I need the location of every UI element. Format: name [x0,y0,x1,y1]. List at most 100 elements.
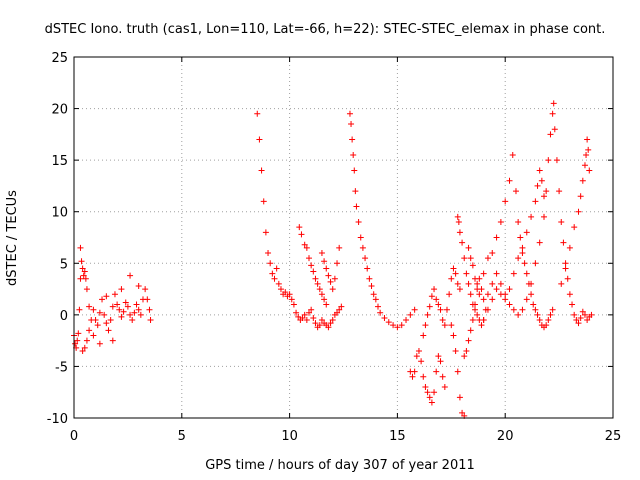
data-point [452,347,459,354]
data-point [325,272,332,279]
data-point [398,322,405,329]
data-point [472,306,479,313]
data-point [407,311,414,318]
data-point [385,319,392,326]
data-point [422,384,429,391]
data-point [420,332,427,339]
data-point [312,275,319,282]
data-point [521,260,528,267]
data-point [585,146,592,153]
data-point [456,394,463,401]
data-point [254,110,261,117]
data-point [510,270,517,277]
data-point [334,260,341,267]
data-point [74,337,81,344]
data-point [566,244,573,251]
data-point [316,322,323,329]
data-point [588,311,595,318]
data-point [277,286,284,293]
data-point [465,244,472,251]
data-point [541,213,548,220]
y-tick-label: 5 [60,257,68,272]
data-point [76,306,83,313]
data-point [528,291,535,298]
plot-frame [73,56,614,419]
data-point [381,314,388,321]
data-point [135,306,142,313]
data-point [428,293,435,300]
data-point [454,280,461,287]
data-point [586,167,593,174]
data-point [573,317,580,324]
y-tick-label: -5 [55,360,68,375]
data-point [431,286,438,293]
data-point [111,291,118,298]
data-point [541,193,548,200]
data-point [454,368,461,375]
data-point [547,311,554,318]
data-point [562,260,569,267]
x-tick-label: 20 [497,429,514,444]
data-point [298,231,305,238]
data-point [267,260,274,267]
data-point [443,306,450,313]
data-point [323,265,330,272]
data-point [435,301,442,308]
data-point [549,110,556,117]
data-point [296,224,303,231]
data-point [83,337,90,344]
data-point [562,265,569,272]
data-point [523,296,530,303]
data-point [331,275,338,282]
data-point [424,389,431,396]
data-point [323,301,330,308]
data-point [109,303,116,310]
data-point [509,151,516,158]
data-point [439,373,446,380]
data-point [144,296,151,303]
x-tick-label: 0 [70,429,78,444]
data-point [403,317,410,324]
data-point [517,234,524,241]
data-point [372,296,379,303]
data-points [71,100,595,419]
data-point [512,188,519,195]
data-point [523,270,530,277]
data-point [450,265,457,272]
data-point [79,265,86,272]
data-point [418,358,425,365]
data-point [107,317,114,324]
data-point [581,311,588,318]
data-point [571,311,578,318]
data-point [82,275,89,282]
data-point [467,327,474,334]
data-point [306,309,313,316]
data-point [553,157,560,164]
data-point [545,317,552,324]
data-point [506,177,513,184]
data-point [271,275,278,282]
data-point [549,306,556,313]
data-point [435,353,442,360]
data-point [519,249,526,256]
data-point [532,260,539,267]
data-point [312,320,319,327]
data-point [146,306,153,313]
data-point [467,255,474,262]
data-point [359,244,366,251]
data-point [459,409,466,416]
data-point [463,347,470,354]
axis-ticks: 0 5 10 15 20 25 -10 -5 0 5 10 15 20 25 [47,51,622,444]
data-point [484,306,491,313]
data-point [510,306,517,313]
data-point [536,317,543,324]
data-point [551,126,558,133]
data-point [575,320,582,327]
data-point [256,136,263,143]
data-point [437,358,444,365]
data-point [127,311,134,318]
data-point [558,280,565,287]
data-point [131,309,138,316]
data-point [374,303,381,310]
